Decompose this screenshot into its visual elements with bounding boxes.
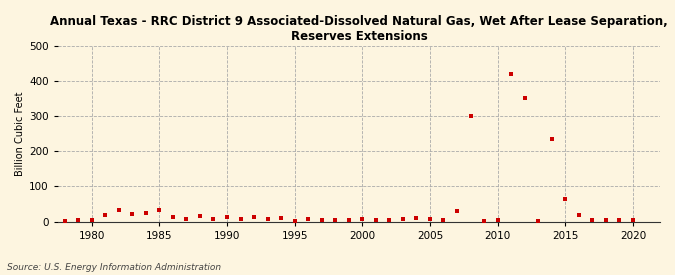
- Point: [614, 218, 625, 222]
- Point: [127, 212, 138, 216]
- Point: [371, 218, 381, 222]
- Point: [275, 216, 286, 220]
- Point: [262, 216, 273, 221]
- Point: [533, 219, 543, 223]
- Point: [452, 209, 462, 213]
- Point: [235, 217, 246, 221]
- Point: [560, 197, 570, 201]
- Point: [154, 208, 165, 213]
- Point: [479, 219, 489, 223]
- Point: [587, 218, 598, 222]
- Point: [344, 218, 354, 222]
- Y-axis label: Billion Cubic Feet: Billion Cubic Feet: [15, 91, 25, 176]
- Point: [248, 215, 259, 219]
- Point: [46, 219, 57, 223]
- Point: [208, 216, 219, 221]
- Point: [506, 72, 516, 76]
- Point: [465, 114, 476, 118]
- Point: [492, 218, 503, 222]
- Point: [73, 218, 84, 222]
- Point: [519, 96, 530, 101]
- Point: [59, 218, 70, 223]
- Point: [411, 216, 422, 220]
- Point: [100, 213, 111, 217]
- Point: [181, 217, 192, 221]
- Text: Source: U.S. Energy Information Administration: Source: U.S. Energy Information Administ…: [7, 263, 221, 272]
- Point: [628, 218, 639, 222]
- Point: [194, 213, 205, 218]
- Point: [317, 218, 327, 222]
- Point: [167, 215, 178, 220]
- Point: [357, 216, 368, 221]
- Point: [289, 219, 300, 223]
- Point: [398, 216, 408, 221]
- Point: [601, 218, 612, 222]
- Point: [573, 213, 584, 217]
- Point: [303, 216, 314, 221]
- Point: [330, 218, 341, 222]
- Point: [113, 208, 124, 212]
- Point: [86, 218, 97, 222]
- Point: [425, 217, 435, 221]
- Point: [546, 137, 557, 141]
- Point: [384, 218, 395, 222]
- Point: [140, 211, 151, 215]
- Title: Annual Texas - RRC District 9 Associated-Dissolved Natural Gas, Wet After Lease : Annual Texas - RRC District 9 Associated…: [50, 15, 668, 43]
- Point: [221, 215, 232, 219]
- Point: [438, 218, 449, 222]
